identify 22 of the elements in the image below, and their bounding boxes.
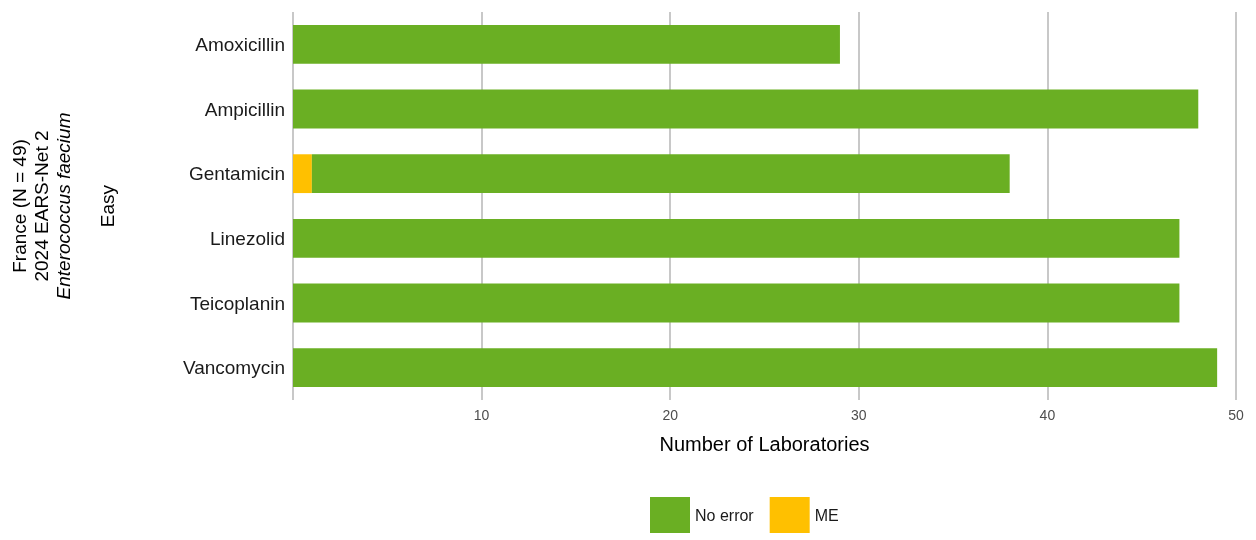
x-tick-label: 10: [473, 407, 490, 423]
x-tick-label: 30: [851, 407, 867, 423]
x-axis-title: Number of Laboratories: [659, 433, 870, 455]
bar: [293, 89, 1199, 129]
bar: [293, 154, 312, 194]
x-tick-label: 50: [1228, 407, 1244, 423]
bar: [293, 218, 1180, 258]
bar: [311, 154, 1010, 194]
bar: [293, 283, 1180, 323]
y-tick-label: Teicoplanin: [189, 292, 285, 314]
bar: [293, 24, 840, 64]
x-tick-label: 20: [662, 407, 679, 423]
x-tick-label: 40: [1039, 407, 1056, 423]
y-tick-label: Linezolid: [210, 227, 285, 249]
text: France (N = 49) 2024 EARS-Net 2 Enterococcus faecium Easy: [8, 112, 118, 300]
y-tick-label: Amoxicillin: [195, 33, 285, 55]
legend-label: ME: [814, 506, 839, 524]
legend-label: No error: [695, 506, 755, 524]
y-tick-label: Vancomycin: [182, 357, 285, 379]
y-tick-label: Gentamicin: [188, 163, 285, 185]
y-tick-label: Ampicillin: [204, 98, 285, 120]
bar: [293, 348, 1218, 388]
